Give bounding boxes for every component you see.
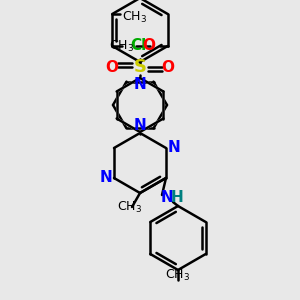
Text: S: S <box>134 58 146 76</box>
Text: N: N <box>134 77 146 92</box>
Text: O: O <box>143 38 156 53</box>
Text: Cl: Cl <box>130 38 146 53</box>
Text: CH$_3$: CH$_3$ <box>117 200 142 215</box>
Text: H: H <box>171 190 183 205</box>
Text: CH$_3$: CH$_3$ <box>122 10 147 25</box>
Text: N: N <box>160 190 173 205</box>
Text: CH$_3$: CH$_3$ <box>109 38 134 53</box>
Text: N: N <box>99 170 112 185</box>
Text: O: O <box>106 59 118 74</box>
Text: CH$_3$: CH$_3$ <box>165 268 190 283</box>
Text: N: N <box>168 140 181 155</box>
Text: O: O <box>161 59 175 74</box>
Text: N: N <box>134 118 146 133</box>
